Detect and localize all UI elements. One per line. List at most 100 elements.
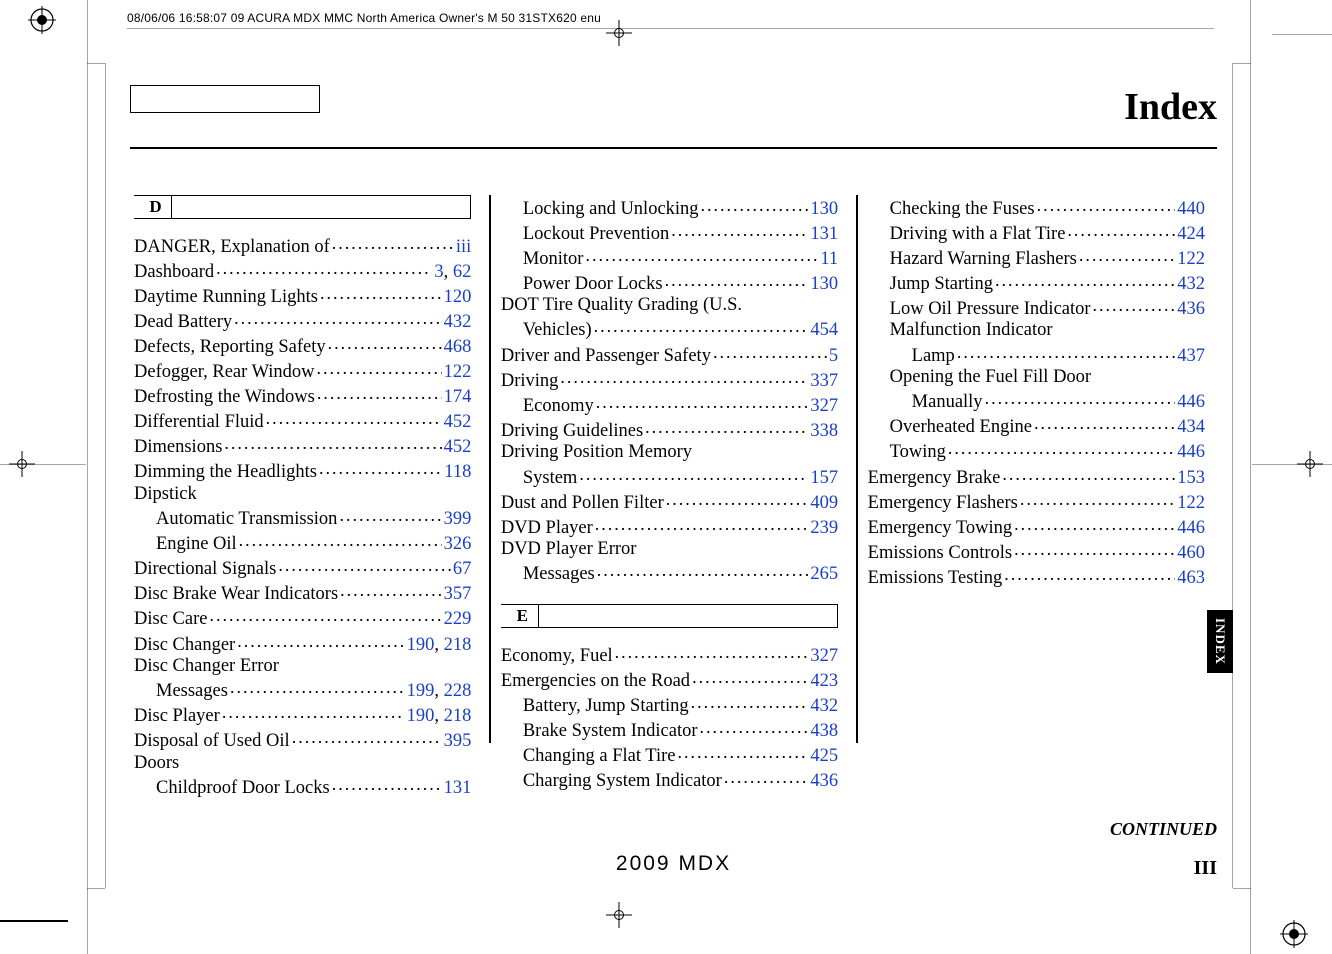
guide-rule (1232, 63, 1233, 888)
leader-dots (985, 389, 1176, 408)
index-entry-pages[interactable]: 190, 218 (407, 635, 472, 657)
index-entry-label: Dead Battery (134, 312, 232, 334)
index-entry-label: System (523, 468, 577, 490)
index-entry: Defrosting the Windows174 (134, 384, 471, 409)
index-entry-pages[interactable]: 434 (1177, 417, 1205, 439)
index-entry-pages[interactable]: 446 (1177, 518, 1205, 540)
index-entry: Disposal of Used Oil395 (134, 728, 471, 753)
index-entry-pages[interactable]: 120 (444, 287, 472, 309)
index-entry-pages[interactable]: 67 (453, 559, 472, 581)
index-entry-pages[interactable]: 11 (820, 249, 838, 271)
registration-mark-icon (28, 6, 56, 34)
index-entry-label: Dimensions (134, 437, 222, 459)
leader-dots (701, 195, 809, 214)
index-entry-pages[interactable]: 265 (810, 564, 838, 586)
index-entry-pages[interactable]: 432 (444, 312, 472, 334)
index-entry-label: DVD Player (501, 518, 593, 540)
index-entry-pages[interactable]: 229 (444, 609, 472, 631)
leader-dots (1014, 514, 1175, 533)
index-entry: Doors (134, 753, 471, 775)
index-entry-pages[interactable]: 440 (1177, 199, 1205, 221)
index-entry: Dimensions 452 (134, 434, 471, 459)
index-entry-pages[interactable]: 122 (444, 362, 472, 384)
leader-dots (216, 258, 432, 277)
page-canvas: 08/06/06 16:58:07 09 ACURA MDX MMC North… (0, 0, 1332, 954)
index-entry-pages[interactable]: 327 (810, 396, 838, 418)
index-entry-pages[interactable]: 153 (1177, 468, 1205, 490)
index-entry-label: Emergency Brake (868, 468, 1001, 490)
index-entry-label: Childproof Door Locks (156, 778, 330, 800)
index-entry-label: Manually (912, 392, 983, 414)
leader-dots (224, 434, 441, 453)
index-entry-pages[interactable]: 432 (810, 696, 838, 718)
index-entry-pages[interactable]: 436 (1177, 299, 1205, 321)
leader-dots (595, 514, 809, 533)
index-entry-pages[interactable]: 424 (1177, 224, 1205, 246)
index-entry-pages[interactable]: 463 (1177, 568, 1205, 590)
guide-rule (1233, 63, 1251, 64)
index-entry-label: Disc Player (134, 706, 220, 728)
leader-dots (666, 489, 809, 508)
index-entry-pages[interactable]: 423 (810, 671, 838, 693)
index-entry-pages[interactable]: 190, 218 (407, 706, 472, 728)
index-entry-label: Driver and Passenger Safety (501, 346, 711, 368)
index-entry-pages[interactable]: 130 (810, 199, 838, 221)
index-entry: Emissions Testing463 (868, 564, 1205, 589)
index-entry-pages[interactable]: 157 (810, 468, 838, 490)
index-entry: Driver and Passenger Safety 5 (501, 342, 838, 367)
index-entry: Driving with a Flat Tire424 (868, 220, 1205, 245)
index-entry-pages[interactable]: 399 (444, 509, 472, 531)
index-entry-pages[interactable]: 437 (1177, 346, 1205, 368)
guide-rule (87, 63, 105, 64)
index-entry: DVD Player 239 (501, 514, 838, 539)
index-entry-pages[interactable]: iii (456, 237, 471, 259)
index-entry: Vehicles)454 (501, 317, 838, 342)
index-entry-pages[interactable]: 438 (810, 721, 838, 743)
leader-dots (560, 367, 808, 386)
index-entry-pages[interactable]: 452 (444, 437, 472, 459)
index-entry-pages[interactable]: 199, 228 (407, 681, 472, 703)
index-entry-pages[interactable]: 452 (444, 412, 472, 434)
index-entry-pages[interactable]: 425 (810, 746, 838, 768)
index-entry-label: Disc Brake Wear Indicators (134, 584, 338, 606)
index-entry: Differential Fluid452 (134, 409, 471, 434)
index-entry-pages[interactable]: 409 (810, 493, 838, 515)
index-entry-pages[interactable]: 395 (444, 731, 472, 753)
index-entry-pages[interactable]: 130 (810, 274, 838, 296)
index-entry-pages[interactable]: 239 (810, 518, 838, 540)
index-entry-pages[interactable]: 454 (810, 320, 838, 342)
index-entry-pages[interactable]: 131 (444, 778, 472, 800)
index-entry-pages[interactable]: 436 (810, 771, 838, 793)
index-entry: Messages265 (501, 561, 838, 586)
index-entry-pages[interactable]: 357 (444, 584, 472, 606)
index-entry-label: Locking and Unlocking (523, 199, 699, 221)
leader-dots (594, 317, 809, 336)
index-entry-label: Directional Signals (134, 559, 276, 581)
index-column-3: Checking the Fuses440Driving with a Flat… (864, 195, 1217, 824)
index-entry-pages[interactable]: 446 (1177, 442, 1205, 464)
index-entry-pages[interactable]: 122 (1177, 249, 1205, 271)
index-entry-label: Power Door Locks (523, 274, 663, 296)
index-entry-pages[interactable]: 468 (444, 337, 472, 359)
index-entry-pages[interactable]: 446 (1177, 392, 1205, 414)
index-entry-pages[interactable]: 5 (829, 346, 838, 368)
index-entry-pages[interactable]: 131 (810, 224, 838, 246)
index-entry-pages[interactable]: 174 (444, 387, 472, 409)
index-entry-pages[interactable]: 3, 62 (434, 262, 471, 284)
index-entry-label: Jump Starting (890, 274, 993, 296)
leader-dots (339, 506, 441, 525)
index-entry-pages[interactable]: 460 (1177, 543, 1205, 565)
index-entry-label: Emergency Towing (868, 518, 1012, 540)
index-entry-pages[interactable]: 337 (810, 371, 838, 393)
index-entry: DOT Tire Quality Grading (U.S. (501, 295, 838, 317)
index-entry-label: Emergencies on the Road (501, 671, 690, 693)
index-entry-pages[interactable]: 327 (810, 646, 838, 668)
index-entry-pages[interactable]: 122 (1177, 493, 1205, 515)
leader-dots (995, 270, 1175, 289)
index-entry-pages[interactable]: 326 (444, 534, 472, 556)
index-entry-pages[interactable]: 432 (1177, 274, 1205, 296)
index-entry-label: Economy (523, 396, 594, 418)
index-entry-pages[interactable]: 338 (810, 421, 838, 443)
index-entry-pages[interactable]: 118 (444, 462, 471, 484)
index-columns: DDANGER, Explanation ofiiiDashboard3, 62… (130, 195, 1217, 824)
